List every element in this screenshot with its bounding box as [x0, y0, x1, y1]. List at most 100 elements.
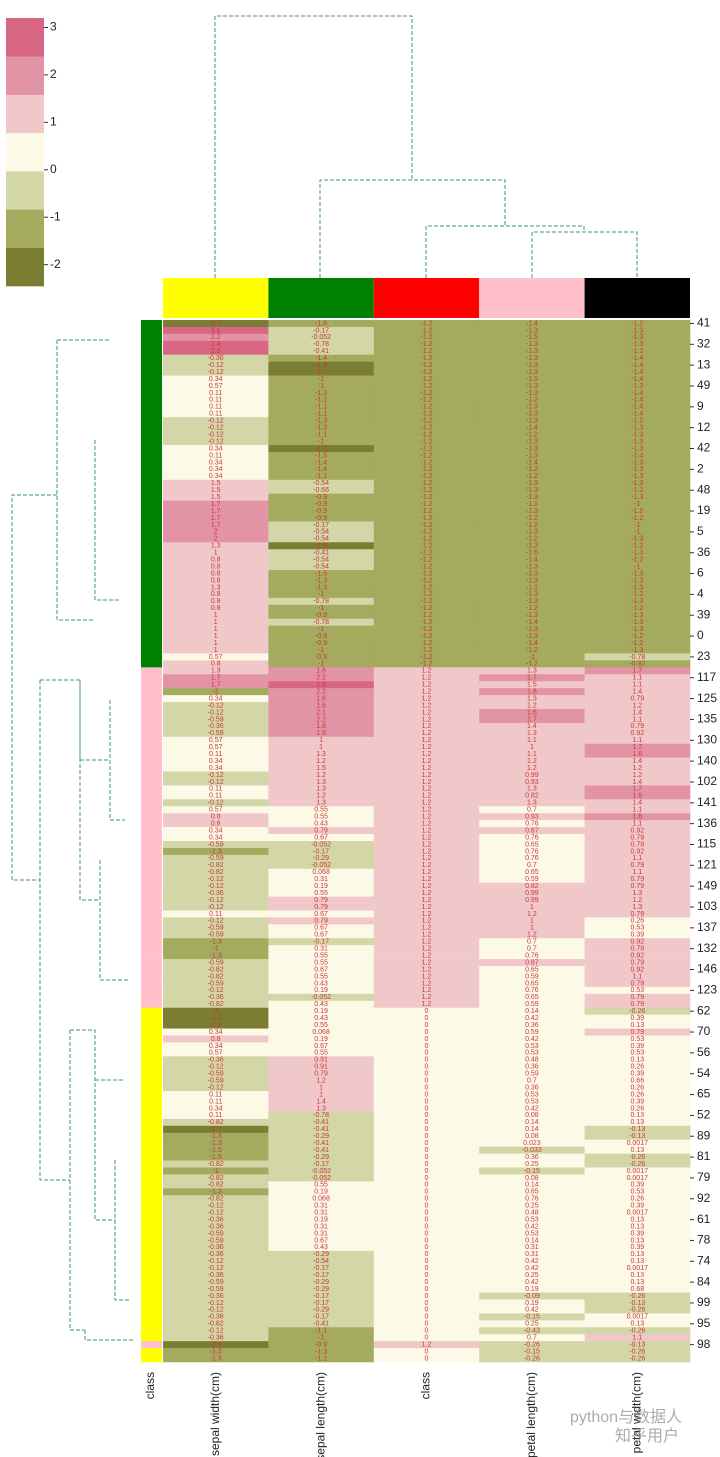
row-color	[141, 834, 162, 842]
heatmap-cell	[163, 1111, 269, 1120]
heatmap-cell	[479, 556, 585, 564]
row-color	[141, 389, 162, 397]
cell-label: 1.2	[422, 682, 432, 689]
heatmap-cell	[479, 736, 585, 745]
heatmap-cell	[479, 458, 585, 467]
heatmap-cell	[163, 1306, 269, 1314]
cell-label: -0.12	[208, 362, 224, 369]
cell-label: 1.3	[316, 751, 326, 758]
cell-label: -0.9	[315, 1341, 327, 1348]
heatmap-cell	[584, 1146, 691, 1154]
y-tick-label: 56	[697, 1045, 711, 1059]
cell-label: 1.2	[422, 723, 432, 730]
heatmap-cell	[584, 743, 691, 751]
heatmap-cell	[163, 834, 269, 842]
heatmap-cell	[479, 535, 585, 543]
cell-label: -1.2	[420, 494, 432, 501]
heatmap-cell	[584, 1139, 691, 1147]
cell-label: -1.4	[631, 404, 643, 411]
cell-label: -1.2	[420, 640, 432, 647]
cell-label: -0.17	[313, 1314, 329, 1321]
cell-label: 2.5	[316, 682, 326, 689]
cell-label: -0.54	[313, 557, 329, 564]
heatmap-cell	[268, 611, 375, 620]
cell-label: -1.3	[210, 1355, 222, 1362]
y-tick-label: 117	[697, 670, 716, 684]
cell-label: 0.13	[630, 1022, 644, 1029]
heatmap-cell	[479, 1181, 585, 1189]
heatmap-cell	[268, 320, 375, 328]
cell-label: 1.5	[211, 487, 221, 494]
row-color	[141, 333, 162, 342]
cell-label: -0.12	[208, 1265, 224, 1272]
cell-label: 0.76	[525, 987, 539, 994]
row-color	[141, 841, 162, 849]
cell-label: -1.3	[631, 577, 643, 584]
cell-label: 0.59	[525, 1029, 539, 1036]
cell-label: 1.2	[422, 848, 432, 855]
heatmap-cell	[163, 653, 269, 661]
heatmap-cell	[163, 1000, 269, 1009]
cell-label: 1.2	[422, 786, 432, 793]
cell-label: -1	[213, 1168, 219, 1175]
row-color	[141, 1021, 162, 1029]
cell-label: 0.55	[314, 973, 328, 980]
cell-label: 0.0017	[627, 1314, 649, 1321]
heatmap-cell	[479, 570, 585, 578]
cell-label: -1.9	[210, 1022, 222, 1029]
heatmap-cell	[163, 639, 269, 647]
heatmap-cell	[479, 1348, 585, 1356]
heatmap-cell	[373, 563, 480, 571]
cell-label: 0.8	[211, 820, 221, 827]
row-color	[141, 410, 162, 418]
heatmap-cell	[268, 827, 375, 835]
cell-label: -0.15	[524, 1348, 540, 1355]
colorbar-tick-label: 0	[50, 162, 57, 176]
row-color	[141, 646, 162, 654]
heatmap-cell	[268, 1320, 375, 1328]
heatmap-cell	[268, 1278, 375, 1286]
heatmap-cell	[373, 451, 480, 460]
cell-label: 1	[530, 744, 534, 751]
cell-label: 1.2	[422, 744, 432, 751]
heatmap-cell	[479, 1077, 585, 1085]
heatmap-cell	[479, 1118, 585, 1127]
cell-label: -1.3	[526, 508, 538, 515]
cell-label: -0.54	[313, 529, 329, 536]
heatmap-cell	[373, 1355, 480, 1363]
row-color	[141, 660, 162, 668]
heatmap-cell	[268, 382, 375, 390]
heatmap-cell	[163, 820, 269, 828]
heatmap-cell	[479, 590, 585, 599]
cell-label: 0	[425, 1022, 429, 1029]
cell-label: 0.31	[314, 1230, 328, 1237]
cell-label: -1.3	[526, 543, 538, 550]
heatmap-cell	[268, 1195, 375, 1203]
cell-label: 1.2	[422, 994, 432, 1001]
row-color	[141, 403, 162, 411]
cell-label: -1.3	[210, 1140, 222, 1147]
heatmap-cell	[584, 736, 691, 745]
heatmap-cell	[373, 938, 480, 946]
cell-label: -0.12	[208, 772, 224, 779]
row-color	[141, 917, 162, 925]
heatmap-cell	[268, 966, 375, 974]
cell-label: -1.2	[420, 355, 432, 362]
cell-label: 0.67	[314, 911, 328, 918]
cell-label: 0	[425, 1036, 429, 1043]
heatmap-cell	[373, 1195, 480, 1203]
row-color	[141, 1056, 162, 1064]
cell-label: 0.7	[527, 946, 537, 953]
cell-label: -0.54	[313, 1258, 329, 1265]
heatmap-cell	[268, 326, 375, 335]
cell-label: 0.068	[312, 1196, 330, 1203]
heatmap-cell	[268, 625, 375, 633]
dendrogram-link	[69, 1029, 135, 1341]
heatmap-cell	[163, 577, 269, 585]
heatmap-cell	[584, 1132, 691, 1141]
cell-label: 1.4	[632, 688, 642, 695]
cell-label: 1.4	[527, 723, 537, 730]
column-color	[373, 278, 480, 318]
heatmap-cell	[584, 472, 691, 481]
heatmap-cell	[373, 903, 480, 911]
